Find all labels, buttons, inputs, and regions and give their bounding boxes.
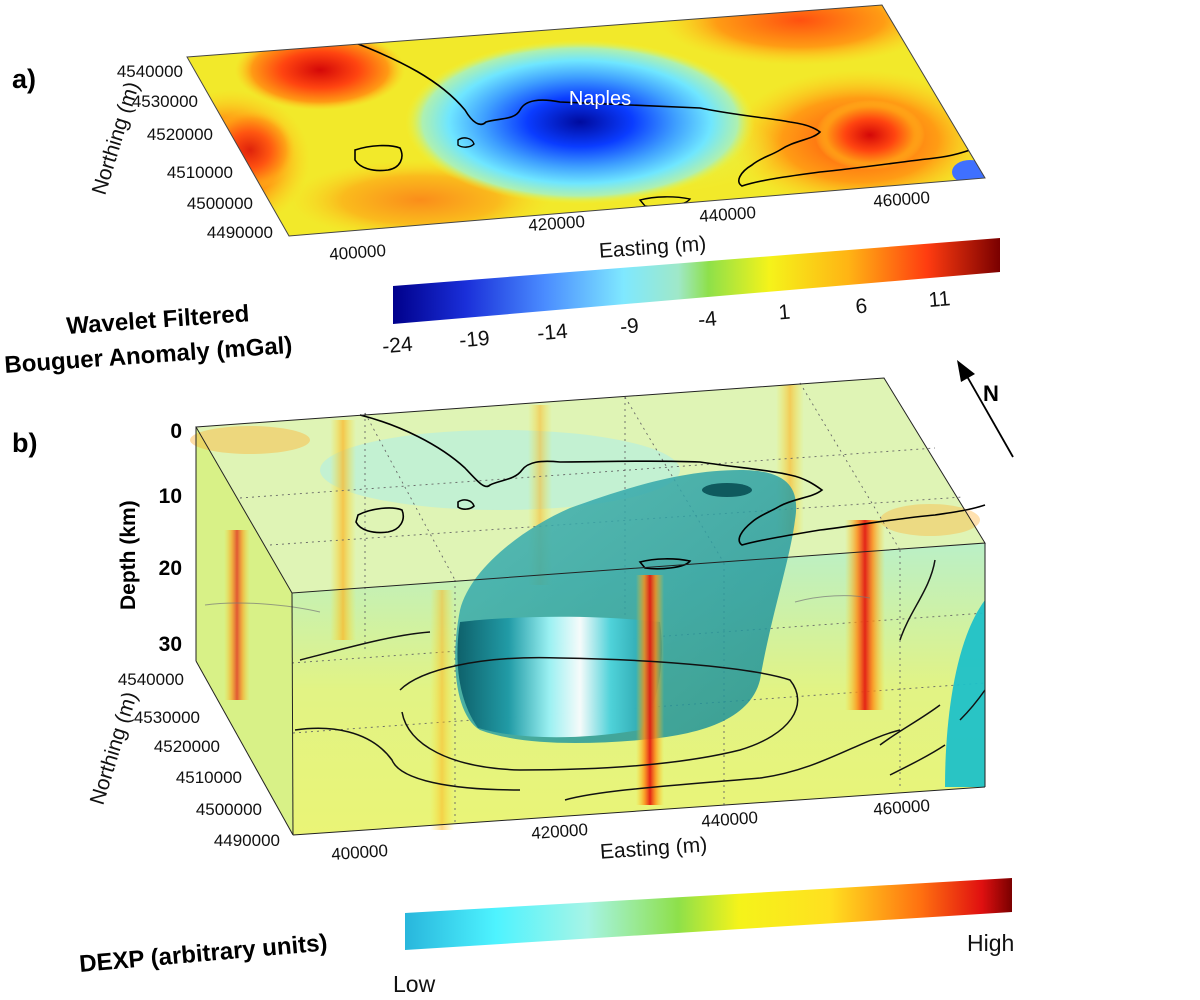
panel-b-northing-label: Northing (m)	[86, 689, 142, 807]
northing-tick: 4510000	[176, 768, 242, 787]
colorbar-tick: -14	[536, 320, 569, 346]
colorbar-tick: 11	[928, 287, 952, 312]
depth-tick: 30	[159, 633, 182, 656]
panel-a-northing-label: Northing (m)	[88, 79, 144, 197]
northing-tick: 4540000	[117, 62, 183, 81]
bouguer-anomaly-map	[187, 5, 985, 236]
easting-tick: 440000	[699, 203, 757, 226]
panel-a-label: a)	[12, 64, 36, 94]
easting-tick: 400000	[329, 241, 387, 264]
colorbar-tick: -4	[697, 307, 718, 332]
easting-tick: 460000	[873, 188, 931, 211]
easting-tick: 420000	[531, 820, 589, 843]
colorbar-tick: -24	[381, 333, 414, 359]
colorbar-tick: 1	[778, 301, 792, 325]
colorbar-a-gradient	[393, 238, 1000, 324]
northing-tick: 4510000	[167, 163, 233, 182]
colorbar-b: DEXP (arbitrary units) Low High	[78, 878, 1014, 997]
north-arrow: N	[957, 360, 1014, 458]
colorbar-tick: -9	[619, 314, 640, 339]
colorbar-tick: 6	[855, 295, 869, 319]
panel-a: a) Naples 4540000 4530000 4520000 4510	[12, 4, 986, 264]
panel-b: b)	[12, 377, 986, 864]
panel-a-easting-label: Easting (m)	[598, 232, 707, 262]
panel-b-depth-ticks: 0 10 20 30	[159, 420, 182, 656]
naples-label: Naples	[569, 88, 631, 110]
easting-tick: 460000	[873, 796, 931, 819]
colorbar-a-ticks: -24 -19 -14 -9 -4 1 6 11	[381, 287, 951, 358]
northing-tick: 4520000	[147, 125, 213, 144]
colorbar-a-title-line2: Bouguer Anomaly (mGal)	[4, 332, 294, 379]
panel-b-easting-label: Easting (m)	[599, 833, 708, 863]
dexp-volume	[190, 377, 986, 836]
panel-a-easting-ticks: 400000 420000 440000 460000	[329, 188, 931, 264]
easting-tick: 400000	[331, 841, 389, 864]
north-arrow-head-icon	[957, 360, 975, 382]
colorbar-a: -24 -19 -14 -9 -4 1 6 11 Wavelet Filtere…	[4, 238, 1000, 379]
northing-tick: 4490000	[214, 831, 280, 850]
depth-tick: 20	[159, 557, 182, 580]
colorbar-b-low-label: Low	[393, 971, 436, 997]
northing-tick: 4520000	[154, 737, 220, 756]
depth-tick: 0	[170, 420, 182, 443]
northing-tick: 4490000	[207, 223, 273, 242]
colorbar-tick: -19	[458, 327, 490, 353]
northing-tick: 4530000	[132, 92, 198, 111]
panel-a-northing-ticks: 4540000 4530000 4520000 4510000 4500000 …	[117, 62, 273, 242]
panel-b-northing-ticks: 4540000 4530000 4520000 4510000 4500000 …	[118, 670, 280, 850]
depth-tick: 10	[159, 485, 182, 508]
northing-tick: 4530000	[134, 708, 200, 727]
panel-b-label: b)	[12, 428, 37, 458]
northing-tick: 4500000	[187, 194, 253, 213]
easting-tick: 440000	[701, 808, 759, 831]
panel-b-easting-ticks: 400000 420000 440000 460000	[331, 796, 931, 864]
easting-tick: 420000	[528, 212, 586, 235]
north-arrow-line	[963, 370, 1014, 458]
colorbar-b-high-label: High	[967, 930, 1014, 956]
colorbar-a-title-line1: Wavelet Filtered	[66, 300, 251, 340]
north-label: N	[983, 381, 999, 406]
colorbar-b-gradient	[405, 878, 1012, 950]
northing-tick: 4500000	[196, 800, 262, 819]
northing-tick: 4540000	[118, 670, 184, 689]
colorbar-b-title: DEXP (arbitrary units)	[78, 929, 328, 978]
panel-b-depth-label: Depth (km)	[117, 500, 140, 610]
